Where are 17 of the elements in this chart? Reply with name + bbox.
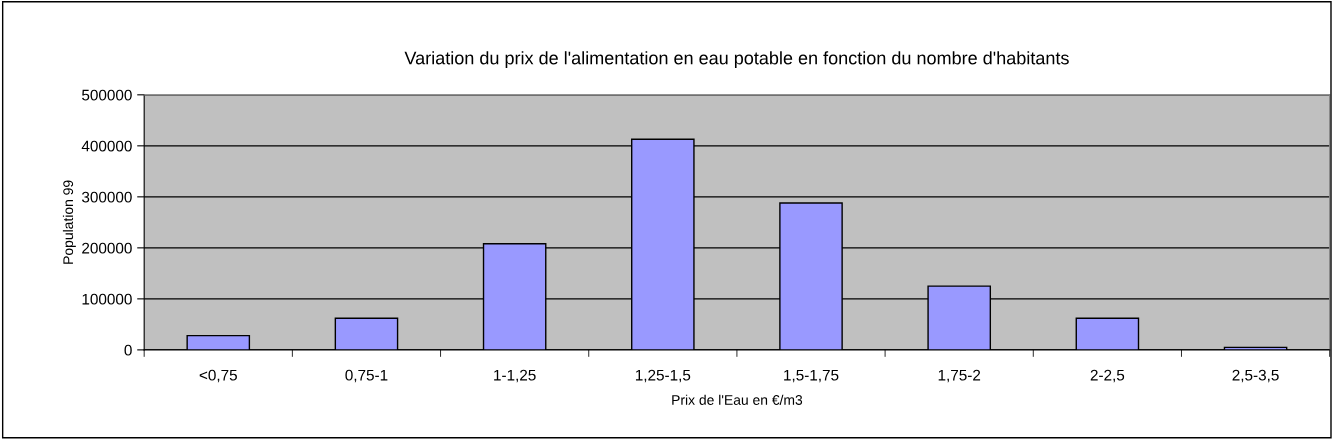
y-tick-label: 100000 bbox=[82, 293, 132, 305]
x-tick-label: 1-1,25 bbox=[494, 369, 536, 383]
y-tick-label: 200000 bbox=[82, 242, 132, 254]
y-tick-label: 500000 bbox=[82, 89, 132, 101]
x-tick-label: 2,5-3,5 bbox=[1232, 369, 1279, 383]
x-tick-label: 0,75-1 bbox=[345, 369, 388, 383]
y-axis-title: Population 99 bbox=[62, 180, 76, 264]
y-tick-label: 300000 bbox=[81, 191, 132, 203]
chart-title: Variation du prix de l'alimentation en eau potable en fonction du nombre d'habitants bbox=[404, 51, 1069, 69]
x-tick-label: 1,5-1,75 bbox=[784, 369, 839, 383]
y-tick-label: 400000 bbox=[81, 140, 132, 152]
x-tick-label: 2-2,5 bbox=[1090, 369, 1125, 383]
x-tick-label: 1,75-2 bbox=[938, 369, 981, 383]
y-tick-label: 0 bbox=[124, 344, 132, 356]
x-tick-label: 1,25-1,5 bbox=[635, 369, 691, 383]
x-axis-title: Prix de l'Eau en €/m3 bbox=[672, 394, 803, 405]
x-tick-label: <0,75 bbox=[199, 369, 237, 383]
